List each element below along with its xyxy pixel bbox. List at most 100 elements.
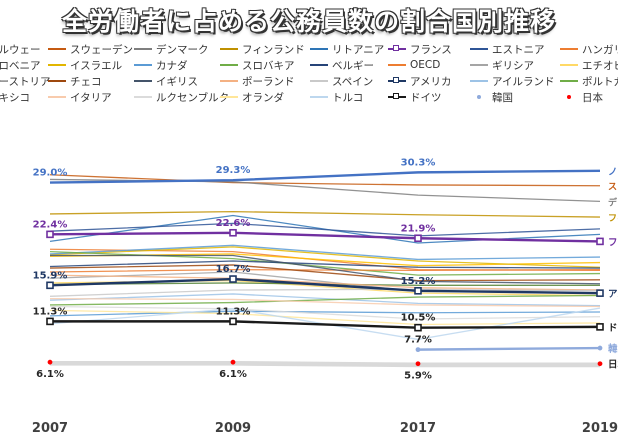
legend-swatch xyxy=(310,44,328,54)
data-point xyxy=(229,317,237,326)
series-group xyxy=(49,294,601,306)
series-end-label: ノ xyxy=(608,167,618,178)
legend-swatch xyxy=(48,76,66,86)
series-line xyxy=(417,346,601,351)
legend-label: オランダ xyxy=(242,91,284,104)
legend-swatch xyxy=(388,60,406,70)
legend-item: ポルトガル xyxy=(560,73,618,89)
series-group xyxy=(49,222,601,237)
legend-item: フランス xyxy=(388,41,452,57)
series-line xyxy=(50,360,600,365)
legend-label: ノルウェー xyxy=(0,43,41,56)
data-point xyxy=(229,275,237,283)
data-point xyxy=(596,237,604,246)
legend-label: メキシコ xyxy=(0,91,30,104)
data-point xyxy=(597,345,603,351)
series-line xyxy=(49,277,601,295)
series-line xyxy=(49,260,601,269)
data-point xyxy=(46,230,54,239)
legend-swatch xyxy=(310,60,328,70)
legend-label: アイルランド xyxy=(492,75,555,88)
legend-item: 韓国 xyxy=(470,89,513,105)
series-group xyxy=(49,264,601,282)
legend-item: エチオピア xyxy=(560,57,618,73)
series-line xyxy=(49,169,601,184)
legend-label: ポルトガル xyxy=(582,75,618,88)
series-group xyxy=(49,297,601,308)
data-label: 15.9% xyxy=(33,270,68,281)
data-label: 30.3% xyxy=(401,157,436,168)
series-line xyxy=(49,264,601,282)
legend-label: ドイツ xyxy=(410,91,442,104)
x-tick-label: 2007 xyxy=(32,421,68,436)
data-point xyxy=(596,289,604,297)
legend-label: 韓国 xyxy=(492,91,513,104)
series-group: 11.3% 11.3% 10.5% ドイ xyxy=(33,306,618,333)
legend-item: チェコ xyxy=(48,73,102,89)
legend-item: ルクセンブルク xyxy=(134,89,229,105)
legend-item: メキシコ xyxy=(0,89,30,105)
data-point xyxy=(415,361,421,367)
series-line xyxy=(49,178,601,203)
legend-item: エストニア xyxy=(470,41,545,57)
legend-swatch xyxy=(560,76,578,86)
legend-item: スペイン xyxy=(310,73,373,89)
series-group: ス xyxy=(49,174,617,193)
legend-label: ポーランド xyxy=(242,75,295,88)
series-line xyxy=(49,288,601,297)
data-point xyxy=(46,281,54,290)
legend-label: エチオピア xyxy=(582,59,618,72)
legend-swatch xyxy=(220,92,238,102)
series-end-label: 日本 xyxy=(608,359,618,371)
legend-swatch xyxy=(220,76,238,86)
series-group xyxy=(49,305,601,320)
series-line xyxy=(49,274,601,291)
legend-label: アメリカ xyxy=(410,75,452,88)
legend-item: イタリア xyxy=(48,89,112,105)
legend-item: オランダ xyxy=(220,89,284,105)
legend-label: ハンガリー xyxy=(582,43,618,56)
chart-title: 全労働者に占める公務員数の割合国別推移 xyxy=(61,7,556,36)
series-end-label: フィ xyxy=(608,214,618,224)
legend-label: 日本 xyxy=(582,91,603,104)
legend-swatch xyxy=(560,92,578,102)
legend-item: アイルランド xyxy=(470,73,554,89)
series-group xyxy=(50,254,601,285)
series-line xyxy=(49,294,601,306)
data-label: 7.7% xyxy=(404,335,432,346)
legend-label: リトアニア xyxy=(332,43,385,56)
data-point xyxy=(46,317,54,326)
legend-label: デンマーク xyxy=(156,43,209,56)
legend-swatch xyxy=(134,76,152,86)
data-point xyxy=(414,323,422,332)
x-tick-label: 2017 xyxy=(400,421,436,436)
data-label: 15.2% xyxy=(401,276,436,287)
legend-item: ギリシア xyxy=(470,57,534,73)
series-end-label: アメ xyxy=(608,289,618,300)
series-group xyxy=(49,246,601,268)
series-line xyxy=(50,320,601,329)
legend-item: 日本 xyxy=(560,89,603,105)
data-point xyxy=(596,323,604,331)
legend-swatch xyxy=(470,60,488,70)
legend-label: OECD xyxy=(410,59,441,71)
series-group: 7.7% 韓国 xyxy=(404,335,618,355)
series-group xyxy=(49,293,601,307)
legend-item: イスラエル xyxy=(48,57,122,73)
series-group: 6.1% 6.1% 5.9% 日本 xyxy=(36,359,618,382)
legend-label: チェコ xyxy=(70,75,102,88)
legend-item: スロベニア xyxy=(0,57,41,73)
legend-label: イタリア xyxy=(70,91,112,104)
series-line xyxy=(49,246,601,268)
legend-swatch xyxy=(310,76,328,86)
series-line xyxy=(49,174,601,187)
series-line xyxy=(49,268,601,273)
legend-label: トルコ xyxy=(332,91,364,104)
series-end-label: ス xyxy=(608,182,617,193)
legend-swatch xyxy=(388,44,406,54)
data-label: 16.7% xyxy=(216,264,251,275)
data-label: 22.4% xyxy=(33,219,68,230)
data-label: 6.1% xyxy=(219,369,247,380)
series-group: 22.4% 22.6% 21.9% フラ xyxy=(33,218,618,249)
